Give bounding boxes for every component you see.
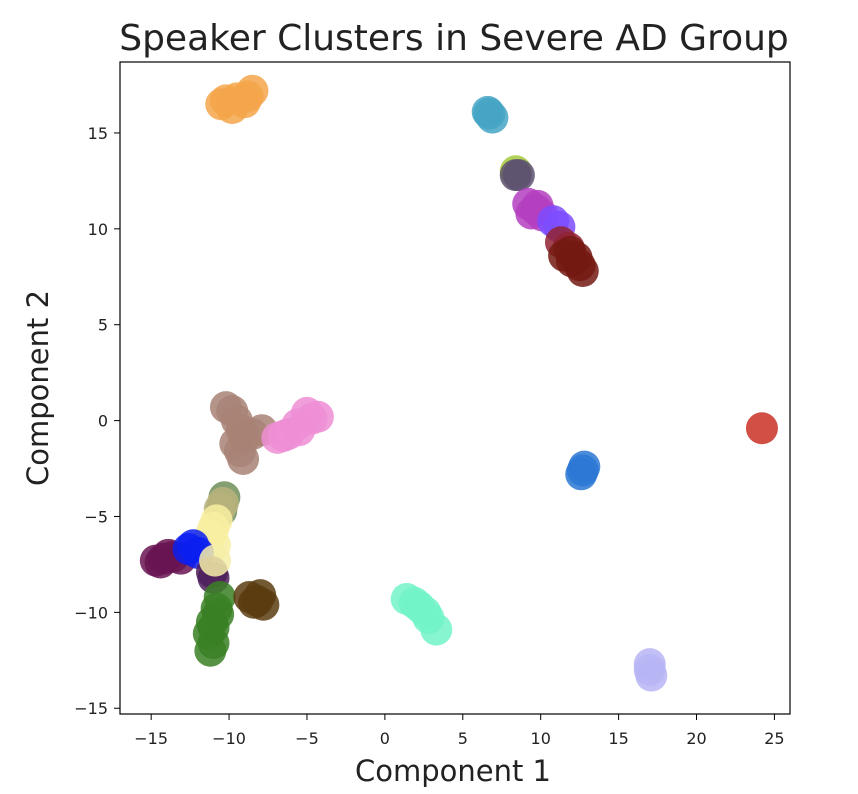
x-tick-label: 15 [608,729,628,748]
chart-title: Speaker Clusters in Severe AD Group [119,18,789,59]
y-tick-label: 5 [98,316,108,335]
y-tick-label: 15 [88,124,108,143]
data-point [633,653,666,686]
data-point [565,458,598,491]
data-point [238,586,270,619]
x-tick-label: 5 [458,729,468,748]
x-tick-label: 10 [531,729,551,748]
x-tick-label: −5 [295,729,319,748]
points-layer [139,74,778,692]
x-tick-label: 25 [764,729,784,748]
data-point [209,84,242,117]
data-point [473,97,506,130]
data-point [409,596,442,629]
data-point [502,159,535,192]
data-point [560,241,593,274]
plot-frame [119,61,791,715]
x-tick-label: 0 [380,729,390,748]
data-point [197,611,230,644]
y-tick-label: 10 [88,220,108,239]
y-axis-ticks: −15 −10 −5 0 5 10 15 [74,124,120,718]
x-axis-ticks: −15 −10 −5 0 5 10 15 20 25 [134,714,785,748]
data-point [745,412,778,445]
x-tick-label: −15 [134,729,168,748]
x-axis-label: Component 1 [355,754,551,788]
y-tick-label: −15 [74,699,108,718]
x-tick-label: −10 [212,729,246,748]
y-tick-label: −5 [84,507,108,526]
y-tick-label: 0 [98,412,108,431]
y-tick-label: −10 [74,603,108,622]
x-tick-label: 20 [686,729,706,748]
y-axis-label: Component 2 [21,290,55,486]
data-point [267,419,300,452]
data-point [199,544,232,577]
